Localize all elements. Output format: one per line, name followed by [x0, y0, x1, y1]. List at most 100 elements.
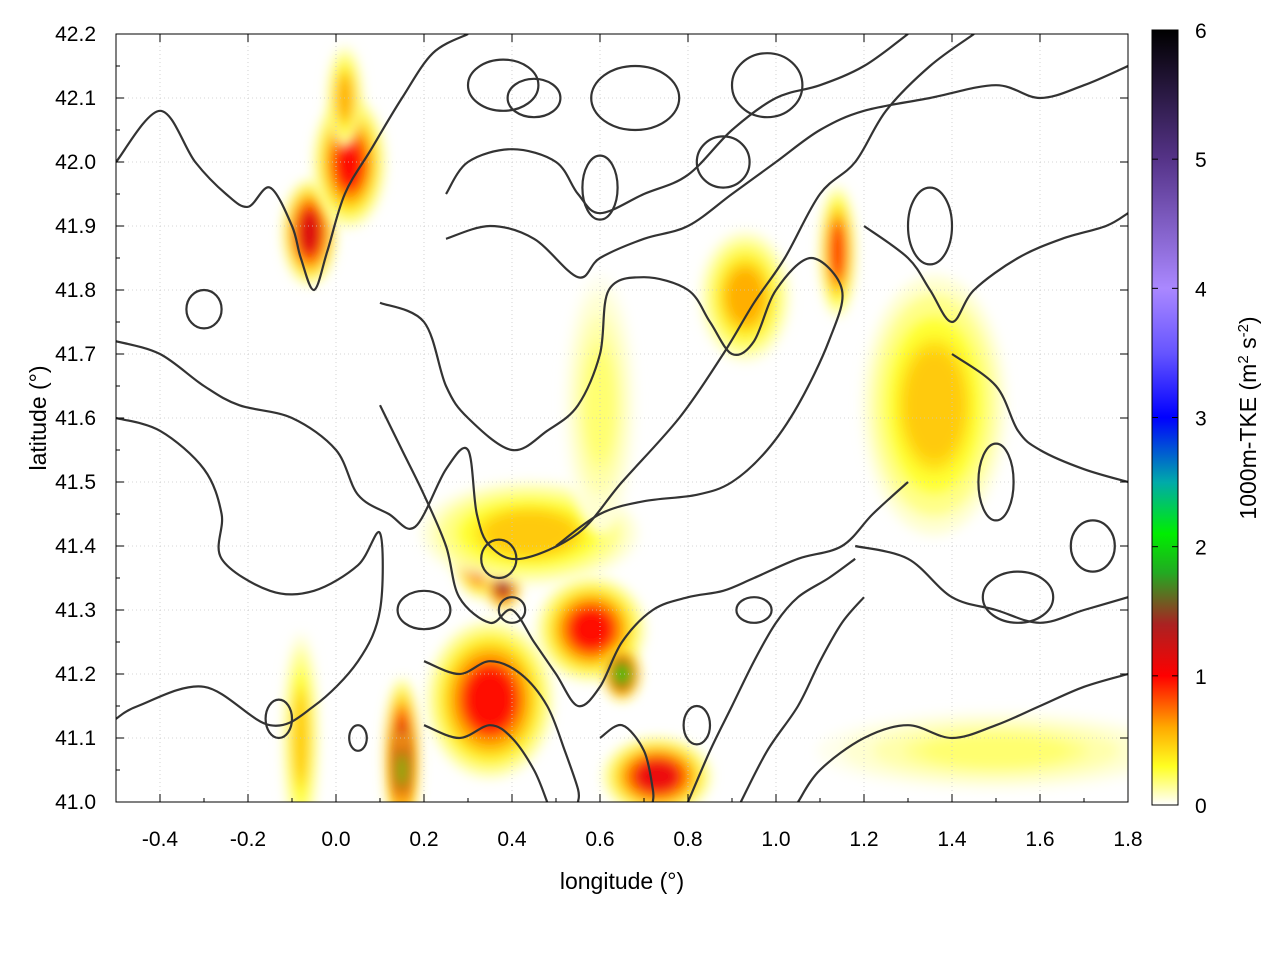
y-tick-label: 41.0: [55, 791, 96, 814]
colorbar-ticks: 0 1 2 3 4 5 6: [1152, 20, 1207, 818]
y-tick-label: 41.6: [55, 407, 96, 430]
tke-hotspot: [564, 275, 636, 536]
y-tick-label: 41.5: [55, 471, 96, 494]
tke-level: [635, 760, 680, 793]
contour-loop: [497, 596, 527, 624]
contour-loop: [348, 724, 368, 752]
colorbar-tick-label: 3: [1195, 408, 1207, 431]
contour-loop: [480, 538, 518, 580]
x-tick-label: 0.8: [673, 828, 702, 851]
y-tick-label: 41.1: [55, 727, 96, 750]
contour-line: [739, 596, 865, 802]
x-tick-label: 0.2: [409, 828, 438, 851]
contour-loop: [590, 64, 681, 132]
contour-loop: [396, 589, 452, 631]
y-tick-label: 42.2: [55, 23, 96, 46]
x-tick-label: 1.4: [937, 828, 967, 851]
colorbar-tick-label: 6: [1195, 20, 1207, 43]
tke-hotspot: [604, 648, 640, 700]
tke-hotspot: [393, 731, 411, 802]
x-tick-label: 1.8: [1113, 828, 1142, 851]
y-tick-label: 42.0: [55, 151, 96, 174]
colorbar-label-mid: s: [1235, 337, 1261, 355]
x-tick-label: 0.0: [321, 828, 350, 851]
y-tick-label: 41.8: [55, 279, 96, 302]
colorbar-tick-label: 0: [1195, 795, 1207, 818]
tke-level: [485, 511, 574, 555]
contour-loop: [977, 442, 1015, 522]
contour-line: [863, 212, 1128, 324]
y-axis-label: latitude (°): [25, 365, 51, 470]
x-tick-label: 1.2: [849, 828, 878, 851]
y-tick-label: 41.7: [55, 343, 96, 366]
tke-field: [282, 46, 1128, 802]
y-tick-label: 41.3: [55, 599, 96, 622]
tke-level: [726, 269, 764, 324]
contour-line: [116, 34, 469, 292]
contour-line: [599, 723, 655, 802]
contour-line: [116, 34, 975, 561]
colorbar-label-main: 1000m-TKE (m: [1235, 364, 1261, 520]
colorbar-label: 1000m-TKE (m2 s-2): [1235, 316, 1262, 519]
colorbar-tick-label: 5: [1195, 149, 1207, 172]
tke-level: [464, 667, 516, 732]
tke-level: [569, 607, 614, 651]
colorbar-label-sup2: -2: [1235, 324, 1252, 337]
y-tick-label: 42.1: [55, 87, 96, 110]
x-tick-label: 1.0: [761, 828, 790, 851]
tke-level: [922, 734, 1070, 767]
tke-hotspot: [817, 711, 1128, 790]
contour-line: [423, 724, 549, 802]
tke-level: [298, 210, 321, 254]
contour-loop: [581, 154, 619, 221]
contour-loop: [735, 596, 773, 624]
tke-level: [830, 224, 845, 279]
tke-hotspot: [427, 621, 553, 778]
x-axis-ticks: -0.4 -0.2 0.0 0.2 0.4 0.6 0.8 1.0 1.2 1.4 1.6 1.8: [142, 34, 1143, 851]
contour-loop: [695, 135, 751, 189]
y-tick-label: 41.2: [55, 663, 96, 686]
contour-line: [116, 416, 384, 727]
tke-hotspot: [282, 180, 337, 285]
contour-line: [951, 353, 1128, 484]
colorbar-tick-label: 1: [1195, 666, 1207, 689]
y-tick-label: 41.9: [55, 215, 96, 238]
contour-loop: [682, 704, 712, 746]
contour-loop: [981, 570, 1055, 624]
contour-loop: [264, 698, 294, 740]
contour-line: [686, 557, 856, 802]
colorbar-tick-label: 2: [1195, 537, 1207, 560]
tke-hotspot: [700, 231, 790, 362]
contour-loop: [906, 186, 954, 266]
contour-loop: [466, 58, 540, 112]
terrain-contours: [116, 34, 1128, 802]
tke-hotspot: [603, 737, 711, 802]
x-tick-label: -0.4: [142, 828, 179, 851]
colorbar-label-sup1: 2: [1235, 355, 1252, 363]
colorbar-label-end: ): [1235, 316, 1261, 324]
contour-line: [797, 672, 1128, 802]
y-tick-label: 41.4: [55, 535, 96, 558]
contour-loop: [1069, 519, 1116, 573]
x-tick-label: 0.4: [497, 828, 527, 851]
x-tick-label: 1.6: [1025, 828, 1054, 851]
contour-line: [379, 404, 909, 708]
x-axis-label: longitude (°): [560, 868, 684, 894]
x-tick-label: -0.2: [230, 828, 266, 851]
x-tick-label: 0.6: [585, 828, 614, 851]
contour-line: [854, 544, 1128, 624]
tke-level: [904, 351, 964, 459]
tke-level: [398, 753, 406, 787]
contour-loop: [185, 288, 223, 330]
colorbar-tick-label: 4: [1195, 278, 1207, 301]
tke-level: [614, 663, 630, 685]
tke-hotspot: [819, 186, 856, 317]
y-axis-ticks: 41.0 41.1 41.2 41.3 41.4 41.5 41.6 41.7 41.8 41.9…: [55, 23, 1128, 814]
contour-line: [445, 34, 909, 215]
contour-line: [445, 64, 1128, 279]
contour-line: [379, 256, 844, 547]
contour-line: [423, 660, 581, 802]
tke-hotspot: [862, 275, 1006, 536]
